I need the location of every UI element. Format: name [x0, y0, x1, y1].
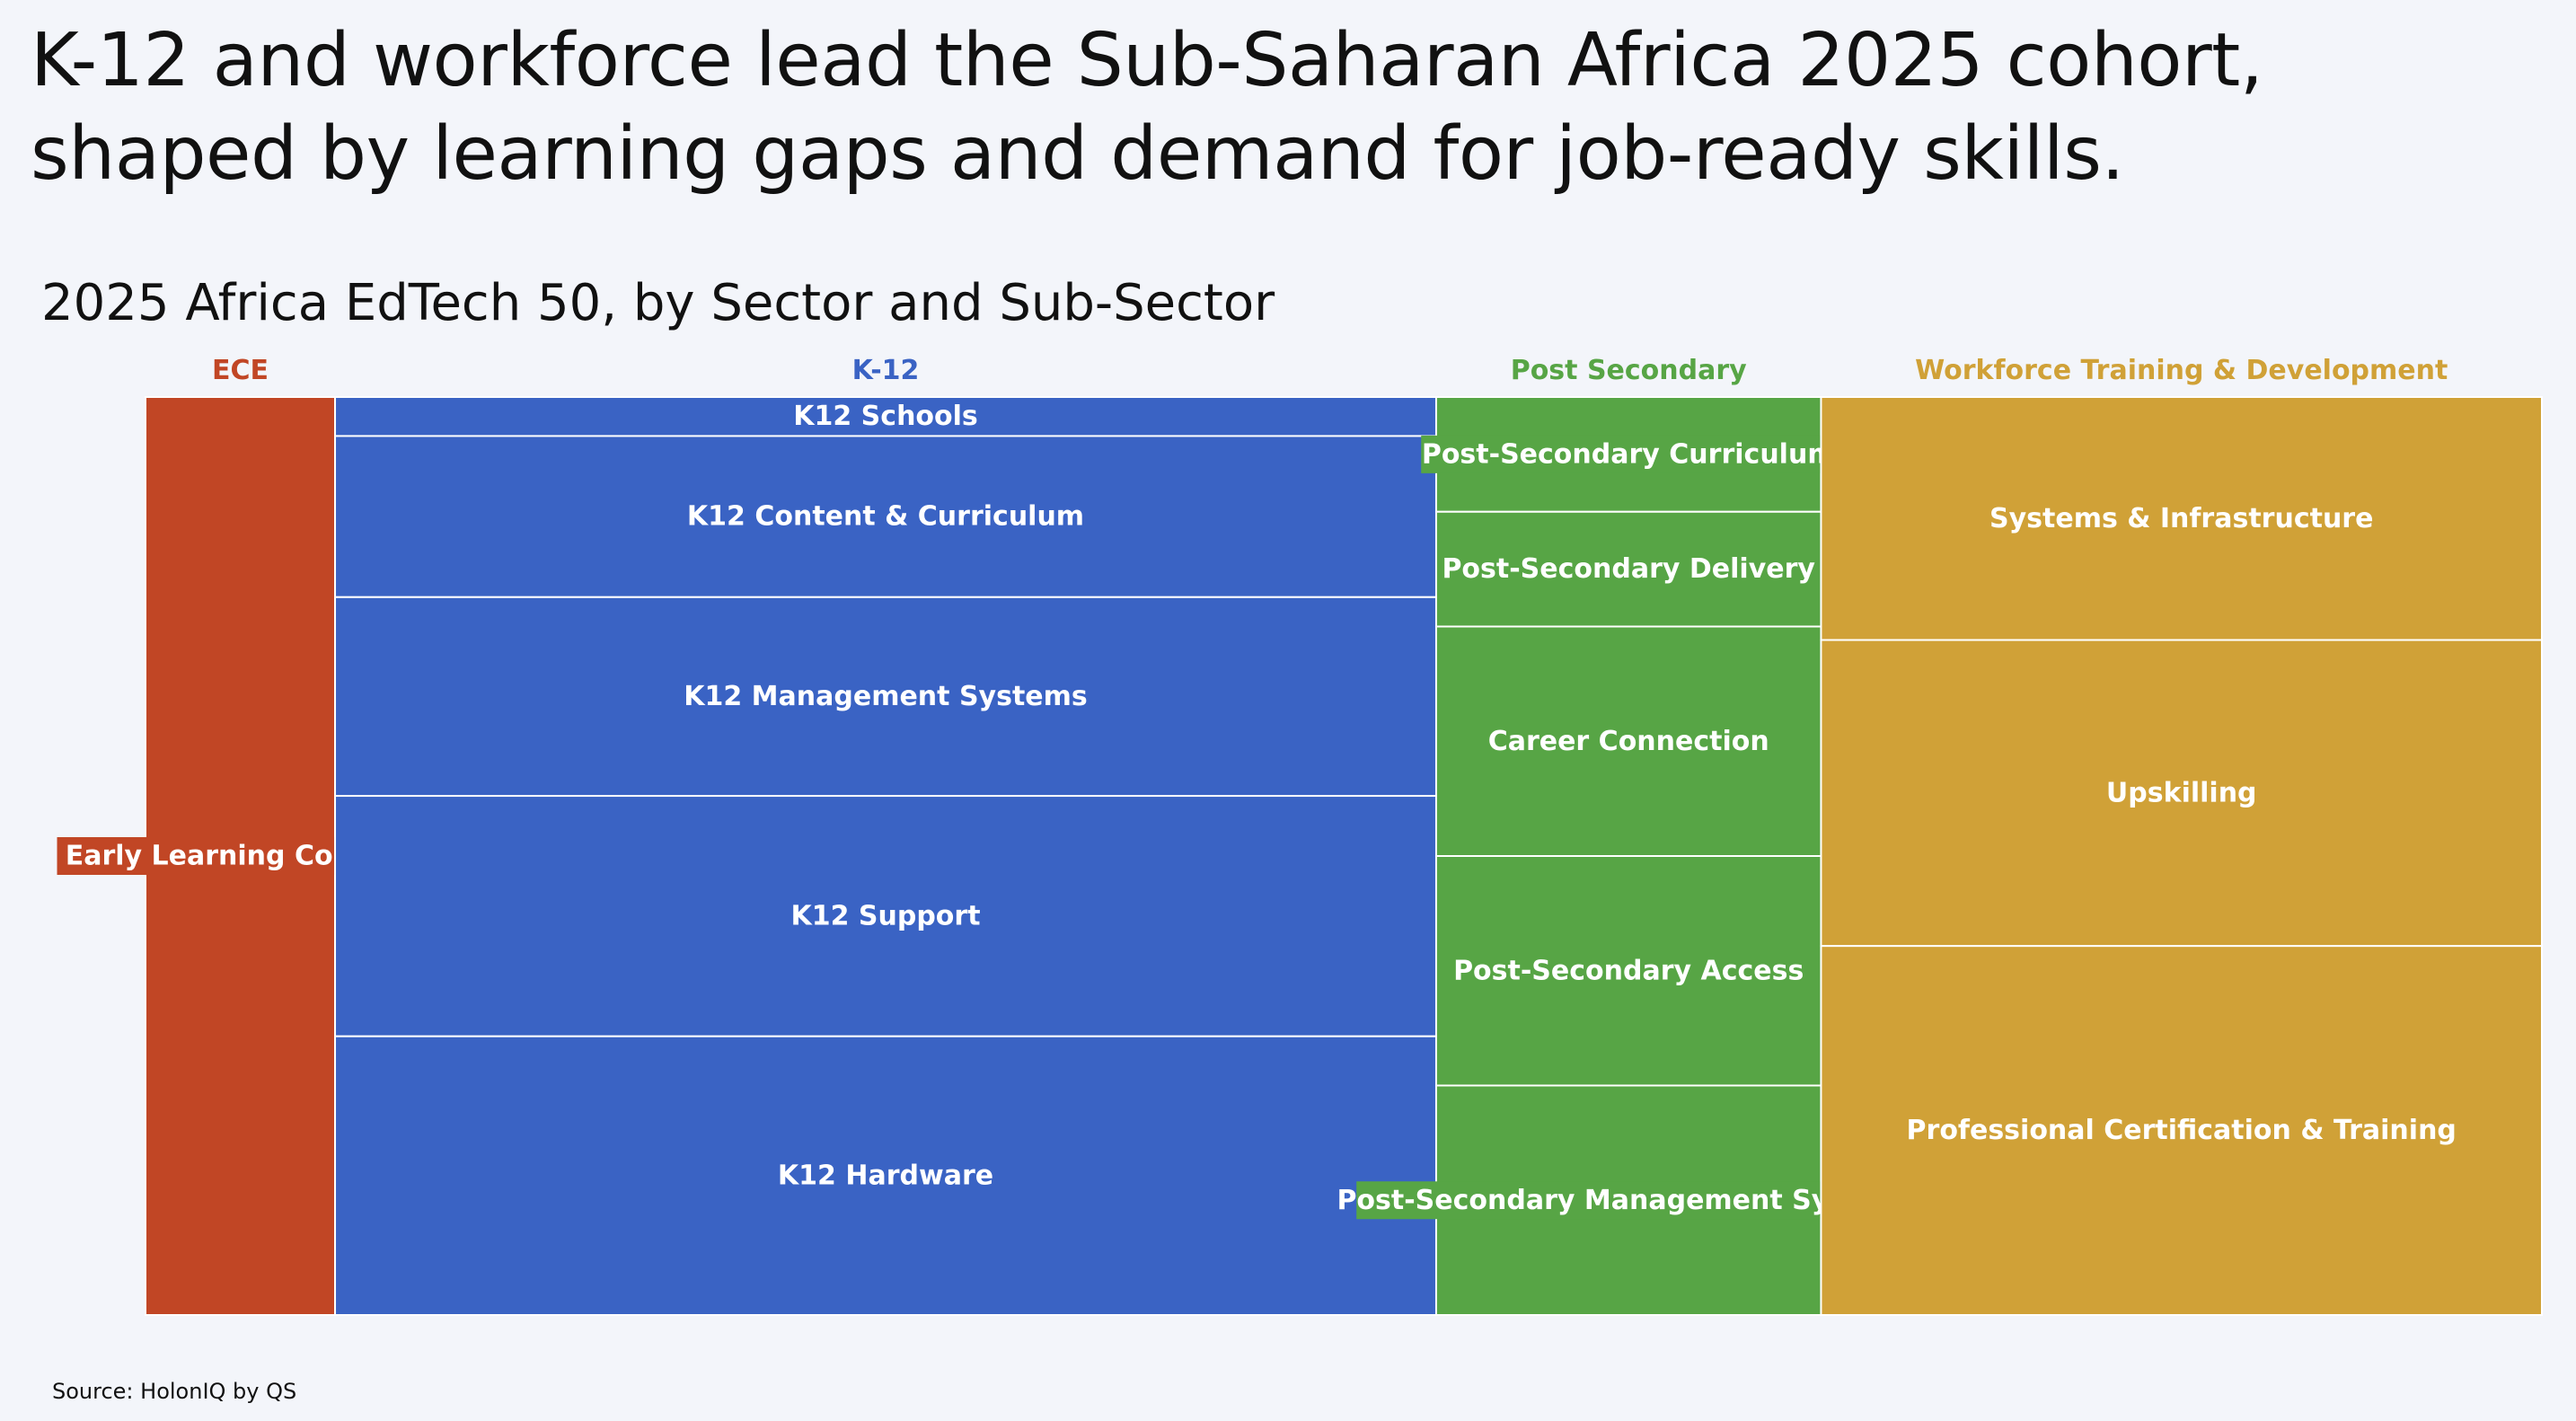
segment-post-secondary-access — [1434, 855, 1822, 1087]
source-note: Source: HolonIQ by QS — [52, 1379, 297, 1404]
segment-post-secondary-delivery — [1434, 510, 1822, 628]
segment-career-connection — [1434, 625, 1822, 857]
segment-label-k12-hardware: K12 Hardware — [778, 1160, 993, 1191]
segment-k12-support — [334, 795, 1437, 1037]
segment-k12-content-and-curriculum — [334, 435, 1437, 598]
segment-label-badge-post-secondary-curriculum — [1421, 435, 1837, 473]
segment-label-post-secondary-delivery: Post-Secondary Delivery — [1442, 553, 1815, 585]
segment-label-post-secondary-access: Post-Secondary Access — [1453, 955, 1804, 986]
segment-label-career-connection: Career Connection — [1488, 726, 1769, 757]
segment-label-k12-support: K12 Support — [790, 900, 980, 931]
segment-label-upskilling: Upskilling — [2106, 777, 2257, 808]
segment-label-badge-post-secondary-management-systems — [1356, 1181, 1901, 1220]
sector-label-workforce-training-and-development: Workforce Training & Development — [1915, 355, 2448, 386]
headline: K-12 and workforce lead the Sub-Saharan … — [31, 18, 2263, 197]
segment-professional-certification-and-training — [1820, 945, 2543, 1316]
sector-label-k-12: K-12 — [852, 355, 920, 386]
segment-label-k12-content-and-curriculum: K12 Content & Curriculum — [687, 501, 1084, 533]
segment-systems-and-infrastructure — [1820, 396, 2543, 641]
segment-label-systems-and-infrastructure: Systems & Infrastructure — [1989, 503, 2373, 534]
segment-upskilling — [1820, 639, 2543, 948]
segment-label-post-secondary-curriculum: Post-Secondary Curriculum — [1422, 438, 1836, 470]
segment-label-k12-management-systems: K12 Management Systems — [684, 681, 1088, 712]
chart-title: 2025 Africa EdTech 50, by Sector and Sub… — [41, 274, 1275, 332]
sector-label-ece: ECE — [212, 355, 269, 386]
segment-label-k12-schools: K12 Schools — [793, 401, 978, 432]
sector-label-post-secondary: Post Secondary — [1511, 355, 1747, 386]
segment-k12-management-systems — [334, 596, 1437, 798]
segment-label-professional-certification-and-training: Professional Certification & Training — [1907, 1115, 2457, 1146]
segment-k12-hardware — [334, 1035, 1437, 1317]
